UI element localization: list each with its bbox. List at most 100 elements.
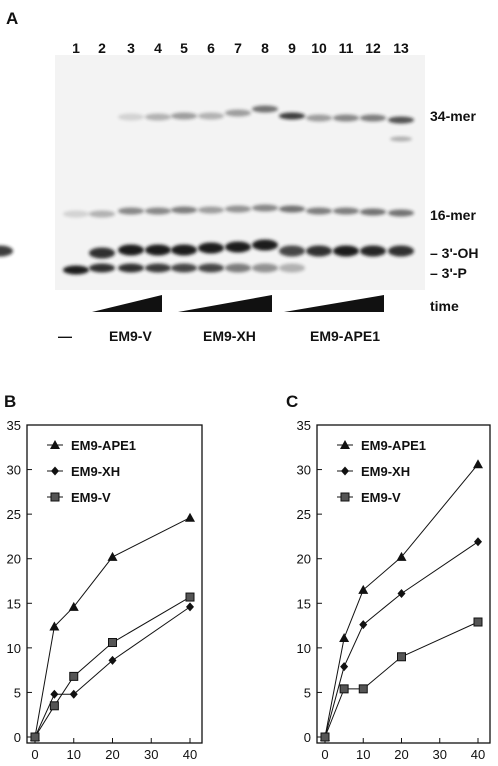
y-tick-label: 15 — [297, 596, 311, 611]
data-point — [320, 732, 330, 742]
gel-band — [63, 265, 89, 275]
time-wedge-xh — [178, 295, 272, 312]
data-point — [186, 602, 194, 612]
data-point — [339, 684, 349, 694]
y-tick-label: 10 — [7, 641, 21, 656]
lane-number: 11 — [339, 40, 354, 56]
time-label: time — [430, 298, 459, 314]
gel-band — [360, 245, 386, 257]
gel-band — [225, 263, 251, 273]
band-label-16mer: 16-mer — [430, 207, 476, 223]
y-tick-label: 20 — [7, 552, 21, 567]
lane-number: 10 — [311, 40, 327, 56]
band-label-3p: – 3'-P — [430, 265, 467, 281]
gel-band — [360, 114, 386, 122]
y-tick-label: 5 — [304, 685, 311, 700]
lane-number: 8 — [261, 40, 269, 56]
series-line — [324, 541, 479, 738]
gel-band — [89, 263, 115, 273]
x-tick-label: 10 — [356, 747, 370, 762]
gel-band — [306, 207, 332, 215]
data-point — [69, 689, 78, 699]
lane-number: 12 — [365, 40, 381, 56]
gel-band — [306, 245, 332, 257]
group-label-em9-xh: EM9-XH — [203, 328, 256, 344]
data-point — [473, 459, 483, 469]
data-point — [358, 584, 369, 594]
data-point — [396, 551, 407, 561]
group-label-em9-ape1: EM9-APE1 — [310, 328, 380, 344]
gel-band — [145, 263, 171, 273]
data-point — [49, 701, 59, 711]
gel-band — [360, 208, 386, 216]
data-point — [108, 655, 117, 665]
series-em9-v — [30, 592, 195, 742]
data-point — [473, 617, 483, 627]
lane-number: 9 — [288, 40, 296, 56]
gel-band — [198, 206, 224, 214]
gel-band — [171, 112, 197, 120]
data-point — [185, 592, 195, 602]
gel-band — [333, 114, 359, 122]
data-point — [397, 588, 406, 598]
gel-band — [118, 263, 144, 273]
gel-band — [89, 247, 115, 259]
chart-panel-b: B 0 5 10 15 20 25 30 35 0 10 20 30 40 EM9-APE1 EM9-XH EM… — [4, 392, 203, 762]
gel-band — [198, 263, 224, 273]
gel-band — [252, 263, 278, 273]
data-point — [341, 466, 349, 476]
data-point — [68, 601, 79, 611]
gel-band — [118, 244, 144, 256]
data-point — [340, 440, 350, 449]
data-point — [474, 537, 482, 547]
x-tick-label: 10 — [67, 747, 81, 762]
time-wedge-ape1 — [284, 295, 384, 312]
series-em9-xh — [31, 602, 194, 742]
lane-number: 3 — [127, 40, 135, 56]
legend-label: EM9-XH — [361, 464, 410, 479]
lane-labels: 1 2 3 4 5 6 7 8 9 10 11 12 13 — [72, 40, 409, 56]
gel-band — [388, 116, 414, 124]
legend-label: EM9-V — [71, 490, 111, 505]
gel-band — [145, 207, 171, 215]
lane-number: 2 — [98, 40, 106, 56]
gel-band — [198, 242, 224, 254]
gel-band — [252, 204, 278, 212]
plot-frame — [26, 424, 203, 744]
lane-number: 1 — [72, 40, 80, 56]
gel-band — [225, 205, 251, 213]
y-tick-label: 10 — [297, 641, 311, 656]
x-tick-label: 20 — [394, 747, 408, 762]
gel-band — [333, 207, 359, 215]
data-point — [50, 689, 59, 699]
gel-band — [145, 113, 171, 121]
group-label-control: — — [58, 328, 72, 344]
gel-band — [198, 112, 224, 120]
gel-band — [252, 239, 278, 251]
gel-band — [63, 210, 89, 218]
gel-band — [171, 263, 197, 273]
gel-band — [118, 113, 144, 121]
gel-band — [279, 263, 305, 273]
data-point — [30, 732, 40, 742]
data-point — [340, 662, 349, 672]
legend-label: EM9-APE1 — [71, 438, 136, 453]
band-label-3oh: – 3'-OH — [430, 245, 478, 261]
data-point — [50, 440, 60, 449]
gel-band — [145, 244, 171, 256]
x-tick-label: 40 — [471, 747, 485, 762]
gel-band — [89, 210, 115, 218]
lane-number: 5 — [180, 40, 188, 56]
x-tick-label: 30 — [433, 747, 447, 762]
legend-label: EM9-APE1 — [361, 438, 426, 453]
y-tick-label: 30 — [297, 463, 311, 478]
y-tick-label: 35 — [7, 418, 21, 433]
x-tick-label: 0 — [31, 747, 38, 762]
lane-number: 13 — [393, 40, 409, 56]
x-tick-label: 0 — [321, 747, 328, 762]
data-point — [49, 621, 60, 631]
gel-band — [388, 245, 414, 257]
y-tick-label: 35 — [297, 418, 311, 433]
y-tick-label: 25 — [297, 507, 311, 522]
